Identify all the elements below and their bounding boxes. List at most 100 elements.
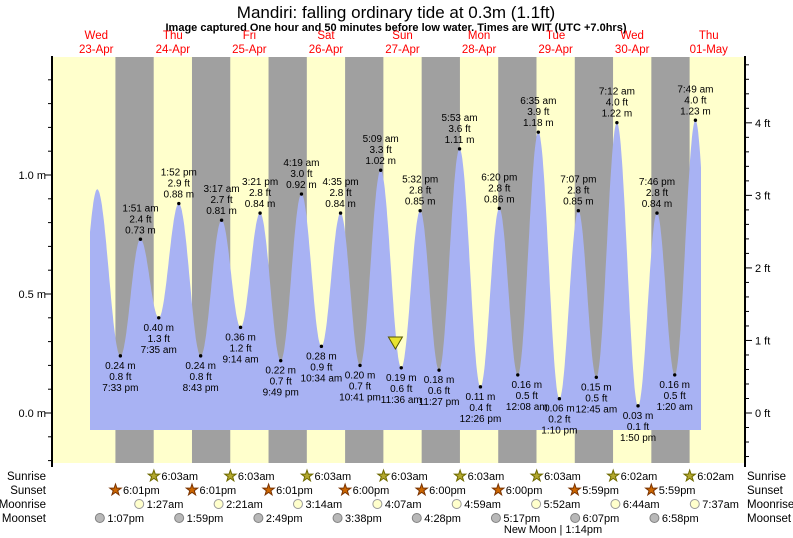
tide-label-line: 1.23 m <box>680 106 711 117</box>
tide-low-label: 0.36 m1.2 ft9:14 am <box>222 332 258 365</box>
tide-extreme-dot <box>198 354 203 358</box>
tide-label-line: 2.9 ft <box>168 179 190 190</box>
tide-label-line: 1.18 m <box>523 118 554 129</box>
astro-event-time: 4:07am <box>385 499 422 511</box>
tide-label-line: 1.02 m <box>365 156 396 167</box>
tide-label-line: 3.6 ft <box>448 124 470 135</box>
tide-label-line: 4:19 am <box>283 158 319 169</box>
astro-event-time: 6:00pm <box>506 485 543 497</box>
tide-extreme-dots <box>118 118 698 408</box>
tide-label-line: 0.40 m <box>143 323 174 334</box>
day-name: Sun <box>392 30 412 42</box>
tide-label-line: 1.11 m <box>445 135 475 146</box>
tide-label-line: 7:12 am <box>599 87 635 98</box>
tide-label-line: 1:52 pm <box>161 168 197 179</box>
sunset-star-icon <box>491 482 506 497</box>
tide-low-label: 0.22 m0.7 ft9:49 pm <box>263 366 299 399</box>
tide-extreme-dot <box>636 404 640 408</box>
astro-row-label-left: Sunset <box>10 485 47 497</box>
moonset-circle-icon <box>332 513 343 523</box>
tide-label-line: 10:34 am <box>301 373 343 384</box>
tide-high-label: 1:52 pm2.9 ft0.88 m <box>161 168 197 201</box>
sunrise-star-icon <box>299 468 315 483</box>
tide-low-label: 0.16 m0.5 ft1:20 am <box>657 380 693 413</box>
tide-extreme-dot <box>299 192 304 196</box>
tide-label-line: 9:14 am <box>222 354 258 365</box>
left-tick-label: 0.0 m <box>18 408 46 420</box>
astro-row-label-left: Sunrise <box>7 471 46 483</box>
tide-extreme-dot <box>516 373 520 377</box>
astro-event-time: 3:38pm <box>345 513 382 525</box>
tide-extreme-dot <box>437 368 441 372</box>
day-date: 30-Apr <box>615 44 650 56</box>
tide-area <box>90 120 701 431</box>
tide-label-line: 5:53 am <box>441 113 477 124</box>
chart-title: Mandiri: falling ordinary tide at 0.3m (… <box>237 3 555 22</box>
right-tick-label: 1 ft <box>755 335 770 347</box>
tide-high-label: 1:51 am2.4 ft0.73 m <box>122 203 158 236</box>
day-name: Wed <box>620 30 643 42</box>
astro-event-time: 1:27am <box>147 499 184 511</box>
astro-event-time: 6:01pm <box>200 485 237 497</box>
tide-label-line: 0.7 ft <box>349 381 371 392</box>
tide-extreme-dot <box>157 316 161 320</box>
tide-high-label: 3:21 pm2.8 ft0.84 m <box>242 177 278 210</box>
tide-label-line: 10:41 pm <box>339 392 381 403</box>
tide-label-line: 1.22 m <box>602 109 633 120</box>
sunrise-star-icon <box>452 468 468 483</box>
day-name: Thu <box>163 30 183 42</box>
tide-extreme-dot <box>279 358 283 363</box>
tide-extreme-dot <box>594 375 599 379</box>
sunrise-star-icon <box>146 468 162 483</box>
tide-low-label: 0.03 m0.1 ft1:50 pm <box>620 411 656 444</box>
tide-label-line: 0.6 ft <box>428 386 450 397</box>
astro-row-label-left: Moonset <box>2 513 47 525</box>
tide-label-line: 1:20 am <box>657 402 693 413</box>
day-name: Thu <box>699 30 719 42</box>
astro-event-time: 3:14am <box>305 499 342 511</box>
astro-event-time: 6:03am <box>238 471 275 483</box>
tide-label-line: 3:17 am <box>204 184 240 195</box>
astro-event-time: 6:03am <box>391 471 428 483</box>
tide-label-line: 1.2 ft <box>229 343 251 354</box>
moonset-circle-icon <box>253 513 264 523</box>
tide-label-line: 4.0 ft <box>684 95 706 106</box>
sunset-star-icon <box>337 482 353 497</box>
sunset-star-icon <box>261 482 276 497</box>
astro-row-label-left: Moonrise <box>0 499 46 511</box>
tide-label-line: 9:49 pm <box>263 388 299 399</box>
day-date: 24-Apr <box>156 44 191 56</box>
tide-label-line: 6:20 pm <box>481 172 517 183</box>
tide-label-line: 2.8 ft <box>567 186 589 197</box>
tide-extreme-dot <box>378 168 383 172</box>
tide-label-line: 8:43 pm <box>183 383 219 394</box>
tide-label-line: 0.03 m <box>623 411 654 422</box>
astro-event-time: 6:03am <box>468 471 505 483</box>
tide-label-line: 0.85 m <box>405 197 436 208</box>
sunset-star-icon <box>644 482 659 497</box>
tide-high-label: 6:35 am3.9 ft1.18 m <box>520 96 556 129</box>
tide-high-label: 7:07 pm2.8 ft0.85 m <box>560 175 596 208</box>
axes: 0.0 m 0.5 m 1.0 m 0 ft 1 ft 2 ft 3 ft 4 ft <box>18 56 770 467</box>
tide-extreme-dot <box>457 147 462 151</box>
sunrise-star-icon <box>223 468 238 483</box>
tide-label-line: 0.36 m <box>225 332 256 343</box>
tide-label-line: 5:09 am <box>363 134 399 145</box>
day-date: 01-May <box>690 44 729 56</box>
moonset-circle-icon <box>490 513 501 523</box>
tide-label-line: 7:35 am <box>141 345 177 356</box>
tide-label-line: 0.84 m <box>245 199 276 210</box>
astro-event-time: 5:52am <box>544 499 581 511</box>
day-name: Sat <box>317 30 335 42</box>
tide-high-label: 5:32 pm2.8 ft0.85 m <box>402 175 438 208</box>
tide-low-label: 0.06 m0.2 ft1:10 pm <box>541 404 577 437</box>
astro-event-time: 6:02am <box>697 471 734 483</box>
tide-extreme-dot <box>655 211 659 215</box>
tide-extreme-dot <box>557 397 562 401</box>
tide-label-line: 12:45 am <box>575 404 617 415</box>
new-moon-footnote: New Moon | 1:14pm <box>504 524 602 536</box>
tide-label-line: 0.84 m <box>325 199 356 210</box>
tide-label-line: 0.73 m <box>125 225 156 236</box>
astro-row-label-right: Sunset <box>747 485 784 497</box>
